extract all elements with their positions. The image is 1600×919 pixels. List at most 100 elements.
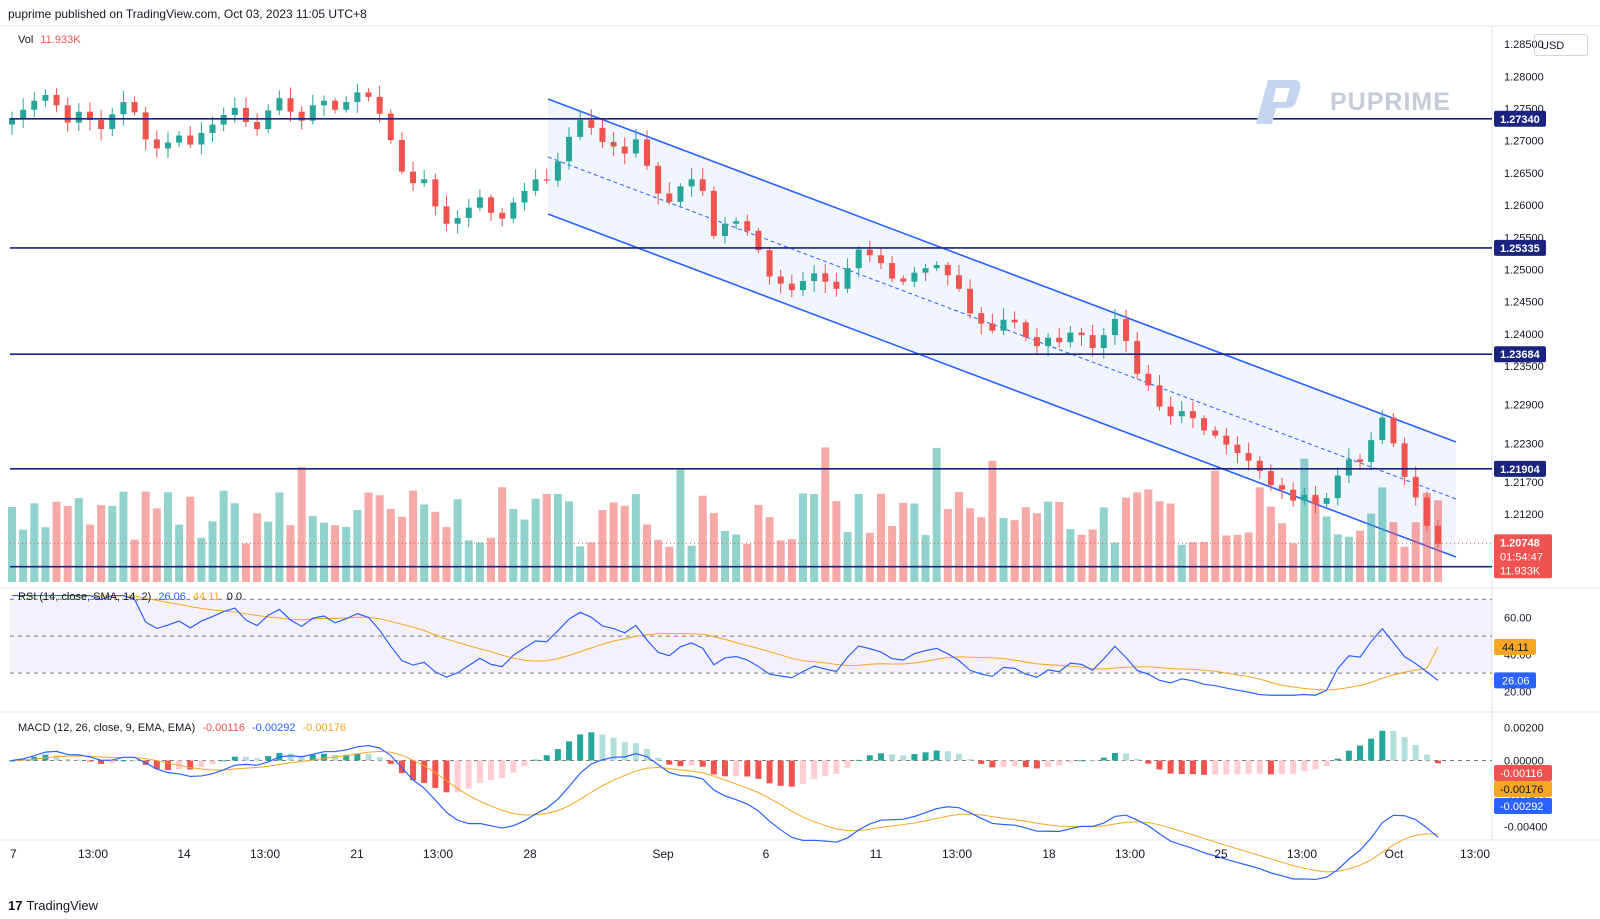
macd-histogram-bar <box>877 753 884 761</box>
macd-histogram-bar <box>454 760 461 793</box>
macd-histogram-bar <box>265 756 272 761</box>
rsi-tick-label: 20.00 <box>1504 687 1532 699</box>
volume-bar <box>230 503 239 582</box>
macd-histogram-bar <box>1022 760 1029 768</box>
macd-histogram-bar <box>521 760 528 767</box>
macd-histogram-bar <box>31 756 38 761</box>
horizontal-levels <box>10 117 1492 568</box>
volume-bar <box>966 508 975 582</box>
macd-histogram-bar <box>944 751 951 761</box>
macd-legend-hist: -0.00116 <box>202 722 245 734</box>
candle-body <box>1334 475 1341 499</box>
candle-body <box>900 278 907 282</box>
volume-bar <box>531 498 540 582</box>
macd-histogram-bar <box>1145 760 1152 764</box>
volume-bar <box>186 496 195 582</box>
price-tick-label: 1.22300 <box>1504 438 1544 450</box>
macd-histogram-bar <box>844 760 851 768</box>
candle-body <box>989 323 996 331</box>
candle-body <box>98 120 105 130</box>
macd-histogram-bar <box>309 754 316 761</box>
macd-histogram-bar <box>788 760 795 787</box>
macd-value-tag <box>1494 798 1552 814</box>
macd-histogram-bar <box>822 760 829 777</box>
candle-body <box>844 268 851 289</box>
macd-histogram-bar <box>1223 760 1230 775</box>
time-tick-label: 7 <box>10 847 17 861</box>
candle-body <box>53 94 60 106</box>
candle-body <box>231 107 238 115</box>
volume-bar <box>1077 534 1086 582</box>
volume-bar <box>999 518 1008 582</box>
volume-bar <box>1266 506 1275 582</box>
candle-body <box>1368 440 1375 463</box>
candle-body <box>621 146 628 154</box>
candle-body <box>866 249 873 256</box>
macd-value-label: -0.00176 <box>1500 784 1543 796</box>
macd-value-tag <box>1494 765 1552 781</box>
macd-histogram-bar <box>610 737 617 761</box>
currency-button[interactable]: USD <box>1534 34 1588 56</box>
candle-body <box>833 281 840 289</box>
macd-histogram-bar <box>1089 760 1096 762</box>
volume-bar <box>1311 497 1320 582</box>
candle-body <box>109 114 116 130</box>
volume-bar <box>1422 492 1431 582</box>
candle-body <box>1134 340 1141 374</box>
volume-bar <box>85 524 94 582</box>
candle-body <box>398 140 405 172</box>
candle-body <box>1145 373 1152 386</box>
macd-histogram-bar <box>1379 730 1386 761</box>
macd-histogram-bar <box>1201 760 1208 775</box>
time-tick-label: 13:00 <box>1460 847 1490 861</box>
macd-histogram-bar <box>955 753 962 761</box>
volume-bar <box>888 525 897 582</box>
brand-name: PUPRIME <box>1330 88 1451 116</box>
macd-histogram-bar <box>755 760 762 779</box>
candle-body <box>421 179 428 184</box>
candle-body <box>254 122 261 130</box>
price-tick-label: 1.24500 <box>1504 297 1544 309</box>
volume-bar <box>654 539 663 582</box>
macd-histogram-bar <box>1056 760 1063 766</box>
volume-bar <box>420 504 429 582</box>
time-tick-label: 18 <box>1042 847 1056 861</box>
price-tick-label: 1.27000 <box>1504 136 1544 148</box>
candle-body <box>365 92 372 97</box>
candle-body <box>811 273 818 282</box>
macd-legend-macd: -0.00292 <box>252 722 296 734</box>
volume-bar <box>1322 516 1331 582</box>
candle-body <box>855 249 862 269</box>
volume-bar <box>130 539 139 582</box>
candle-body <box>42 94 49 101</box>
candle-body <box>733 221 740 224</box>
candle-body <box>1435 525 1441 544</box>
volume-bar <box>798 493 807 582</box>
volume-bar <box>854 494 863 582</box>
candle-body <box>1234 444 1241 453</box>
puprime-logo-icon <box>1256 80 1301 124</box>
candle-body <box>1290 489 1297 501</box>
candle-body <box>120 102 127 115</box>
macd-histogram-bar <box>287 753 294 761</box>
level-price-label: 1.25335 <box>1500 243 1540 255</box>
candle-body <box>387 113 394 141</box>
rsi-sma-line <box>12 595 1439 691</box>
volume-bar <box>743 543 752 582</box>
tradingview-logo[interactable]: 17 TradingView <box>8 898 98 913</box>
volume-bar <box>1200 541 1209 582</box>
macd-histogram-bar <box>1368 738 1375 761</box>
volume-bar <box>342 527 351 582</box>
candle-body <box>1033 337 1040 347</box>
volume-bar <box>375 495 384 582</box>
time-tick-label: 11 <box>870 847 883 861</box>
macd-histogram-bar <box>432 760 439 788</box>
macd-histogram-bar <box>1423 754 1430 761</box>
macd-histogram-bar <box>220 760 227 762</box>
volume-bar <box>175 524 184 582</box>
volume-bar <box>843 532 852 582</box>
macd-histogram-bar <box>332 755 339 761</box>
volume-bar <box>1110 542 1119 582</box>
level-price-tag <box>1494 346 1546 363</box>
